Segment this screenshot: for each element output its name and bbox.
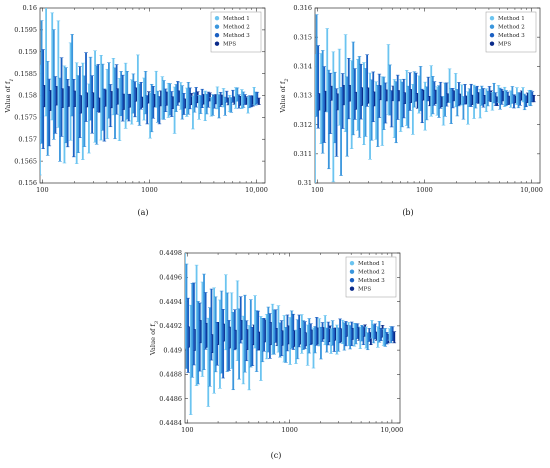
legend-marker — [349, 286, 355, 291]
legend-entry: MPS — [358, 287, 371, 293]
data-marks — [185, 253, 397, 415]
y-tick-label: 0.4494 — [159, 298, 182, 306]
y-tick-label: 0.4498 — [159, 249, 182, 257]
y-tick-label: 0.4496 — [159, 273, 182, 281]
y-tick-label: 0.314 — [293, 63, 312, 71]
legend-marker — [489, 41, 495, 46]
y-tick-label: 0.1595 — [14, 26, 37, 34]
chart-panel-2: 0.31 0.311 0.312 0.313 0.314 0.315 0.316 100 100… — [279, 4, 543, 217]
x-tick-label: 10,000 — [381, 426, 404, 434]
x-tick-label: 10,000 — [520, 186, 543, 194]
legend-marker — [489, 33, 495, 38]
legend-entry: Method 1 — [498, 16, 525, 22]
legend-entry: Method 3 — [358, 278, 385, 284]
legend-box — [485, 11, 537, 53]
y-axis-label-main: Value of f — [279, 81, 287, 114]
legend-marker — [349, 261, 355, 266]
x-tick-label: 100 — [311, 186, 323, 194]
y-tick-label: 0.316 — [293, 4, 312, 12]
x-tick-label: 100 — [36, 186, 48, 194]
y-tick-label: 0.4488 — [159, 371, 182, 379]
y-tick-label: 0.1585 — [14, 70, 37, 78]
y-axis-label-sub: 1 — [9, 78, 15, 81]
legend-entry: Method 2 — [498, 25, 525, 31]
legend-marker — [489, 16, 495, 21]
y-tick-label: 0.313 — [293, 92, 312, 100]
panel-label: (a) — [137, 208, 148, 217]
legend-entry: Method 1 — [358, 261, 385, 267]
y-axis-label: Value of f1 — [4, 78, 15, 113]
x-tick-label: 1000 — [281, 426, 298, 434]
y-axis-label-sub: 2 — [284, 78, 290, 82]
legend-marker — [349, 269, 355, 274]
y-axis-label-main: Value of f — [4, 81, 12, 114]
chart-panel-1: 0.156 0.1565 0.157 0.1575 0.158 0.1585 0.159 0.… — [4, 4, 268, 217]
legend-entry: MPS — [498, 42, 511, 48]
x-tick-label: 1000 — [141, 186, 158, 194]
x-tick-label: 1000 — [416, 186, 433, 194]
panel-label: (b) — [402, 208, 413, 217]
y-tick-label: 0.312 — [293, 121, 312, 129]
chart-panel-3: 0.4484 0.4486 0.4488 0.449 0.4492 0.4494 0.449… — [149, 249, 404, 460]
y-tick-label: 0.1575 — [14, 114, 37, 122]
y-tick-label: 0.16 — [23, 4, 37, 12]
y-axis-label-main: Value of f — [149, 324, 157, 357]
legend-marker — [214, 16, 220, 21]
legend-box — [345, 256, 397, 298]
y-axis-label-sub: 3 — [154, 321, 160, 324]
y-axis-label: Value of f2 — [279, 78, 290, 113]
y-tick-label: 0.158 — [18, 92, 37, 100]
legend-entry: Method 3 — [498, 33, 525, 39]
x-tick-label: 100 — [181, 426, 193, 434]
legend-entry: MPS — [223, 42, 236, 48]
legend-entry: Method 2 — [223, 25, 250, 31]
y-tick-label: 0.315 — [293, 33, 312, 41]
legend-marker — [214, 24, 220, 29]
x-tick-label: 10,000 — [245, 186, 268, 194]
y-tick-label: 0.311 — [293, 150, 312, 158]
legend: Method 1 Method 2 Method 3 MPS — [485, 11, 537, 53]
y-tick-label: 0.4484 — [159, 419, 182, 427]
y-tick-label: 0.1565 — [14, 157, 37, 165]
legend-marker — [349, 278, 355, 283]
legend-marker — [214, 33, 220, 38]
y-tick-label: 0.31 — [298, 179, 312, 187]
legend-entry: Method 2 — [358, 270, 385, 276]
legend-entry: Method 1 — [223, 16, 250, 22]
legend-entry: Method 3 — [223, 33, 250, 39]
y-tick-label: 0.4486 — [159, 395, 182, 403]
panel-label: (c) — [271, 451, 282, 460]
legend: Method 1 Method 2 Method 3 MPS — [210, 11, 262, 53]
legend-box — [210, 11, 262, 53]
data-marks — [40, 8, 261, 176]
y-axis-label: Value of f3 — [149, 321, 160, 356]
data-marks — [315, 14, 536, 183]
legend-marker — [214, 41, 220, 46]
y-tick-label: 0.157 — [18, 135, 37, 143]
y-tick-label: 0.449 — [163, 346, 182, 354]
y-tick-label: 0.4492 — [159, 322, 182, 330]
y-tick-label: 0.159 — [18, 48, 37, 56]
y-tick-label: 0.156 — [18, 179, 37, 187]
legend: Method 1 Method 2 Method 3 MPS — [345, 256, 397, 298]
legend-marker — [489, 24, 495, 29]
